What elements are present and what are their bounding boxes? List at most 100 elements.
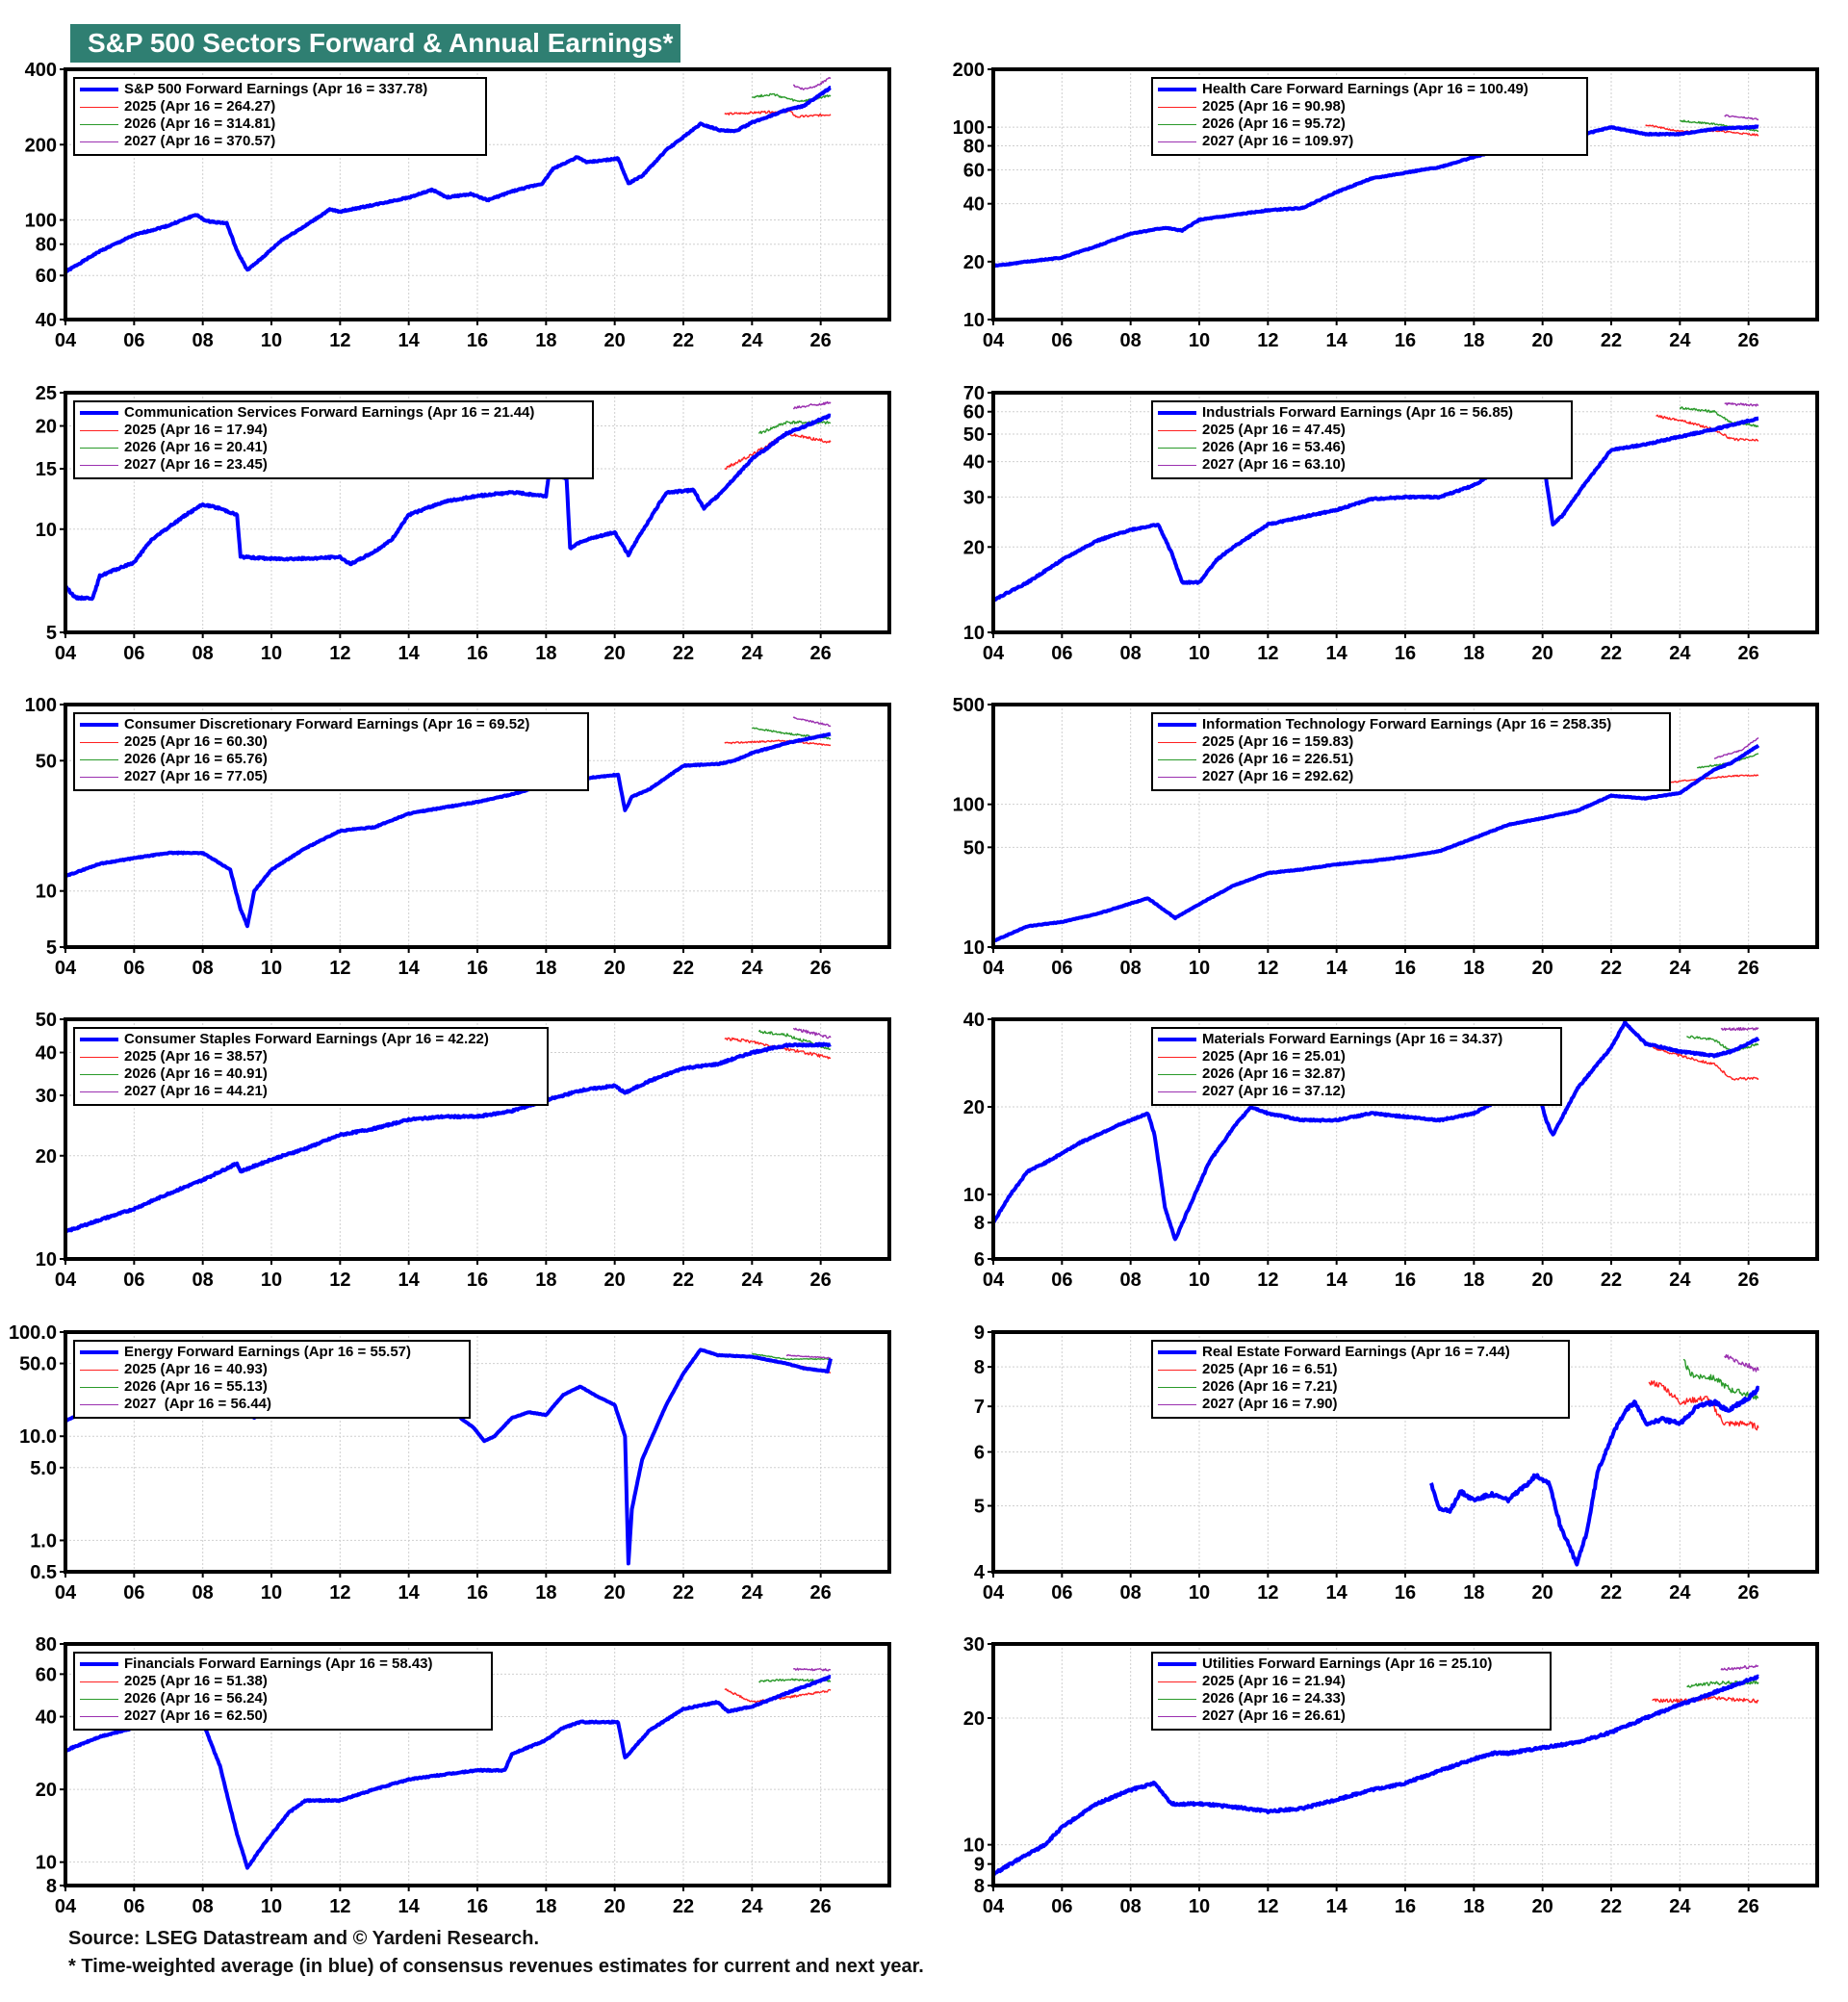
legend-entry: Communication Services Forward Earnings … — [80, 404, 534, 422]
x-tick-label: 18 — [1463, 1582, 1484, 1604]
x-tick-label: 08 — [1120, 330, 1142, 351]
legend-entry: 2026 (Apr 16 = 24.33) — [1158, 1690, 1492, 1707]
chart-panel: 04 06 08 10 12 14 16 18 20 22 24 26 5 10 15 20 25 Communi… — [36, 383, 891, 664]
legend-swatch — [80, 1715, 118, 1717]
legend-swatch — [80, 88, 118, 91]
x-tick-label: 10 — [261, 643, 282, 664]
y-tick-label: 25 — [36, 383, 57, 404]
x-tick-label: 12 — [329, 1896, 350, 1917]
x-tick-label: 26 — [810, 1582, 832, 1604]
legend-label: 2026 (Apr 16 = 24.33) — [1202, 1690, 1346, 1707]
y-tick-label: 15 — [36, 459, 57, 480]
annual-estimate-line-2027 — [785, 1354, 832, 1359]
legend-entry: Industrials Forward Earnings (Apr 16 = 5… — [1158, 404, 1513, 422]
x-tick-label: 20 — [1532, 330, 1553, 351]
x-tick-label: 08 — [192, 958, 214, 979]
legend-label: 2026 (Apr 16 = 56.24) — [124, 1690, 268, 1707]
x-tick-label: 18 — [535, 958, 556, 979]
chart-panel: 04 06 08 10 12 14 16 18 20 22 24 26 5 10 50 100 Consumer… — [25, 695, 891, 979]
legend-swatch — [80, 123, 118, 125]
chart-legend: Consumer Staples Forward Earnings (Apr 1… — [73, 1027, 549, 1106]
y-tick-label: 10 — [963, 1835, 985, 1857]
legend-entry: 2027 (Apr 16 = 109.97) — [1158, 133, 1528, 150]
chart-panel: 04 06 08 10 12 14 16 18 20 22 24 26 40 60 80 100 200 400 S… — [25, 60, 891, 351]
y-tick-label: 7 — [974, 1397, 985, 1418]
y-tick-label: 100.0 — [9, 1322, 57, 1344]
x-tick-label: 12 — [1257, 1896, 1278, 1917]
annual-estimate-line-2027 — [792, 1667, 832, 1672]
plot-frame — [991, 703, 1819, 949]
legend-label: 2025 (Apr 16 = 51.38) — [124, 1673, 268, 1689]
y-tick-label: 40 — [963, 1010, 985, 1031]
chart-legend: Financials Forward Earnings (Apr 16 = 58… — [73, 1652, 493, 1731]
chart-legend: Communication Services Forward Earnings … — [73, 400, 595, 479]
chart-panel: 04 06 08 10 12 14 16 18 20 22 24 26 10 20 30 40 50 Consum… — [36, 1010, 891, 1291]
chart-legend: Energy Forward Earnings (Apr 16 = 55.57)… — [73, 1340, 472, 1419]
annual-estimate-line-2025 — [1662, 774, 1758, 785]
legend-label: 2025 (Apr 16 = 40.93) — [124, 1361, 268, 1377]
legend-entry: Consumer Discretionary Forward Earnings … — [80, 716, 529, 733]
y-tick-label: 40 — [963, 452, 985, 474]
legend-swatch — [1158, 429, 1196, 431]
x-tick-label: 26 — [810, 1896, 832, 1917]
legend-swatch — [1158, 1698, 1196, 1700]
y-tick-label: 100 — [953, 117, 985, 139]
y-tick-label: 0.5 — [30, 1562, 57, 1583]
x-tick-label: 26 — [1738, 1896, 1759, 1917]
chart-panel: 04 06 08 10 12 14 16 18 20 22 24 26 4 5 6 7 8 9 Real Estat… — [974, 1322, 1819, 1604]
plot-frame — [64, 67, 891, 321]
x-tick-label: 22 — [673, 958, 694, 979]
y-tick-label: 8 — [974, 1357, 985, 1378]
legend-swatch — [80, 776, 118, 778]
legend-label: Financials Forward Earnings (Apr 16 = 58… — [124, 1656, 433, 1672]
x-tick-label: 14 — [398, 1270, 421, 1291]
x-tick-label: 20 — [1532, 958, 1553, 979]
y-tick-label: 20 — [36, 1780, 57, 1801]
forward-earnings-line — [991, 124, 1760, 269]
y-tick-label: 9 — [974, 1855, 985, 1876]
plot-frame — [64, 391, 891, 634]
legend-swatch — [1158, 411, 1196, 415]
legend-swatch — [1158, 741, 1196, 743]
legend-label: 2026 (Apr 16 = 7.21) — [1202, 1378, 1338, 1395]
x-tick-label: 04 — [983, 330, 1005, 351]
y-tick-label: 9 — [974, 1322, 985, 1344]
x-tick-label: 06 — [123, 643, 144, 664]
forward-earnings-line — [991, 1674, 1760, 1877]
x-tick-label: 24 — [741, 330, 763, 351]
legend-label: Communication Services Forward Earnings … — [124, 404, 535, 421]
x-tick-label: 20 — [1532, 643, 1553, 664]
legend-entry: 2025 (Apr 16 = 90.98) — [1158, 98, 1528, 116]
chart-legend: Materials Forward Earnings (Apr 16 = 34.… — [1151, 1027, 1563, 1106]
y-tick-label: 50 — [963, 837, 985, 859]
y-tick-label: 80 — [36, 235, 57, 256]
x-tick-label: 08 — [192, 1896, 214, 1917]
x-tick-label: 18 — [535, 330, 556, 351]
y-tick-label: 6 — [974, 1443, 985, 1464]
legend-entry: 2026 (Apr 16 = 314.81) — [80, 116, 427, 133]
y-tick-label: 30 — [963, 1634, 985, 1656]
x-tick-label: 16 — [467, 958, 488, 979]
annual-estimate-line-2027 — [1713, 736, 1759, 759]
x-tick-label: 24 — [741, 958, 763, 979]
x-tick-label: 04 — [55, 958, 77, 979]
chart-legend: Consumer Discretionary Forward Earnings … — [73, 712, 590, 791]
annual-estimate-line-2026 — [1682, 1358, 1758, 1400]
legend-swatch — [80, 1369, 118, 1371]
legend-label: 2025 (Apr 16 = 21.94) — [1202, 1673, 1346, 1689]
forward-earnings-line — [991, 416, 1760, 603]
legend-label: 2026 (Apr 16 = 53.46) — [1202, 439, 1346, 455]
legend-entry: 2027 (Apr 16 = 63.10) — [1158, 456, 1513, 474]
y-tick-label: 60 — [963, 160, 985, 181]
legend-swatch — [80, 464, 118, 466]
x-tick-label: 06 — [1051, 330, 1072, 351]
x-tick-label: 18 — [535, 1582, 556, 1604]
x-tick-label: 16 — [467, 1582, 488, 1604]
legend-entry: 2027 (Apr 16 = 62.50) — [80, 1707, 433, 1725]
x-tick-label: 14 — [398, 1582, 421, 1604]
x-tick-label: 14 — [1326, 330, 1348, 351]
legend-swatch — [80, 1350, 118, 1354]
x-tick-label: 04 — [983, 643, 1005, 664]
x-tick-label: 26 — [1738, 1582, 1759, 1604]
y-tick-label: 10 — [963, 1185, 985, 1206]
